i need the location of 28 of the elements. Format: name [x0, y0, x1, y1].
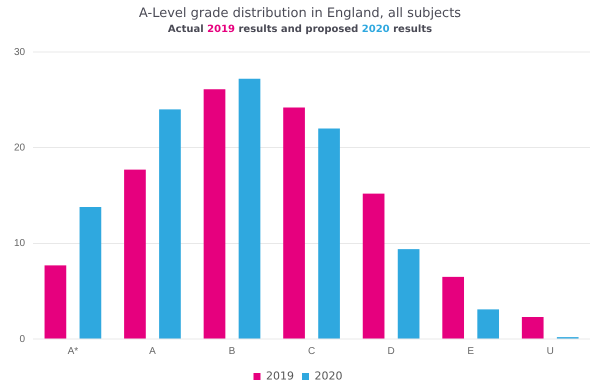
x-tick-label: D: [388, 346, 395, 357]
x-tick-label: C: [308, 346, 316, 357]
legend-label: 2019: [266, 369, 294, 382]
bar: [44, 265, 66, 338]
bar: [159, 109, 181, 338]
y-tick-label: 20: [14, 142, 26, 154]
y-tick-label: 10: [14, 238, 26, 250]
bar: [477, 309, 500, 338]
chart-title: A-Level grade distribution in England, all subjects: [138, 6, 462, 21]
bar: [442, 276, 464, 338]
x-tick-label: A: [149, 346, 156, 357]
bar: [80, 206, 102, 338]
bar: [398, 249, 420, 338]
x-tick-label: B: [228, 346, 236, 357]
bar: [283, 107, 305, 338]
x-tick-label: U: [546, 346, 554, 357]
bar: [204, 89, 226, 338]
legend-label: 2020: [314, 369, 342, 382]
x-tick-label: E: [467, 346, 474, 357]
bar: [124, 170, 146, 338]
x-tick-label: A*: [68, 346, 78, 357]
chart-subtitle: Actual 2019 results and proposed 2020 results: [168, 24, 432, 35]
bar: [362, 194, 384, 338]
bar: [318, 128, 340, 338]
y-tick-label: 0: [20, 334, 26, 345]
y-tick-label: 30: [14, 46, 26, 58]
bar: [522, 316, 544, 338]
bar: [238, 78, 260, 338]
